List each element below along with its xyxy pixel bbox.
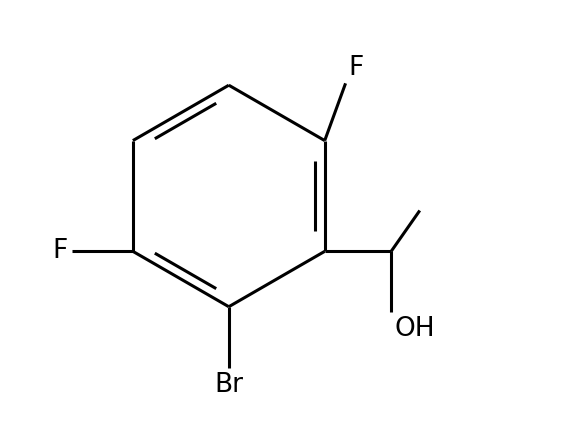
Text: Br: Br — [214, 371, 243, 397]
Text: OH: OH — [394, 316, 435, 342]
Text: F: F — [53, 238, 68, 265]
Text: F: F — [348, 55, 364, 81]
